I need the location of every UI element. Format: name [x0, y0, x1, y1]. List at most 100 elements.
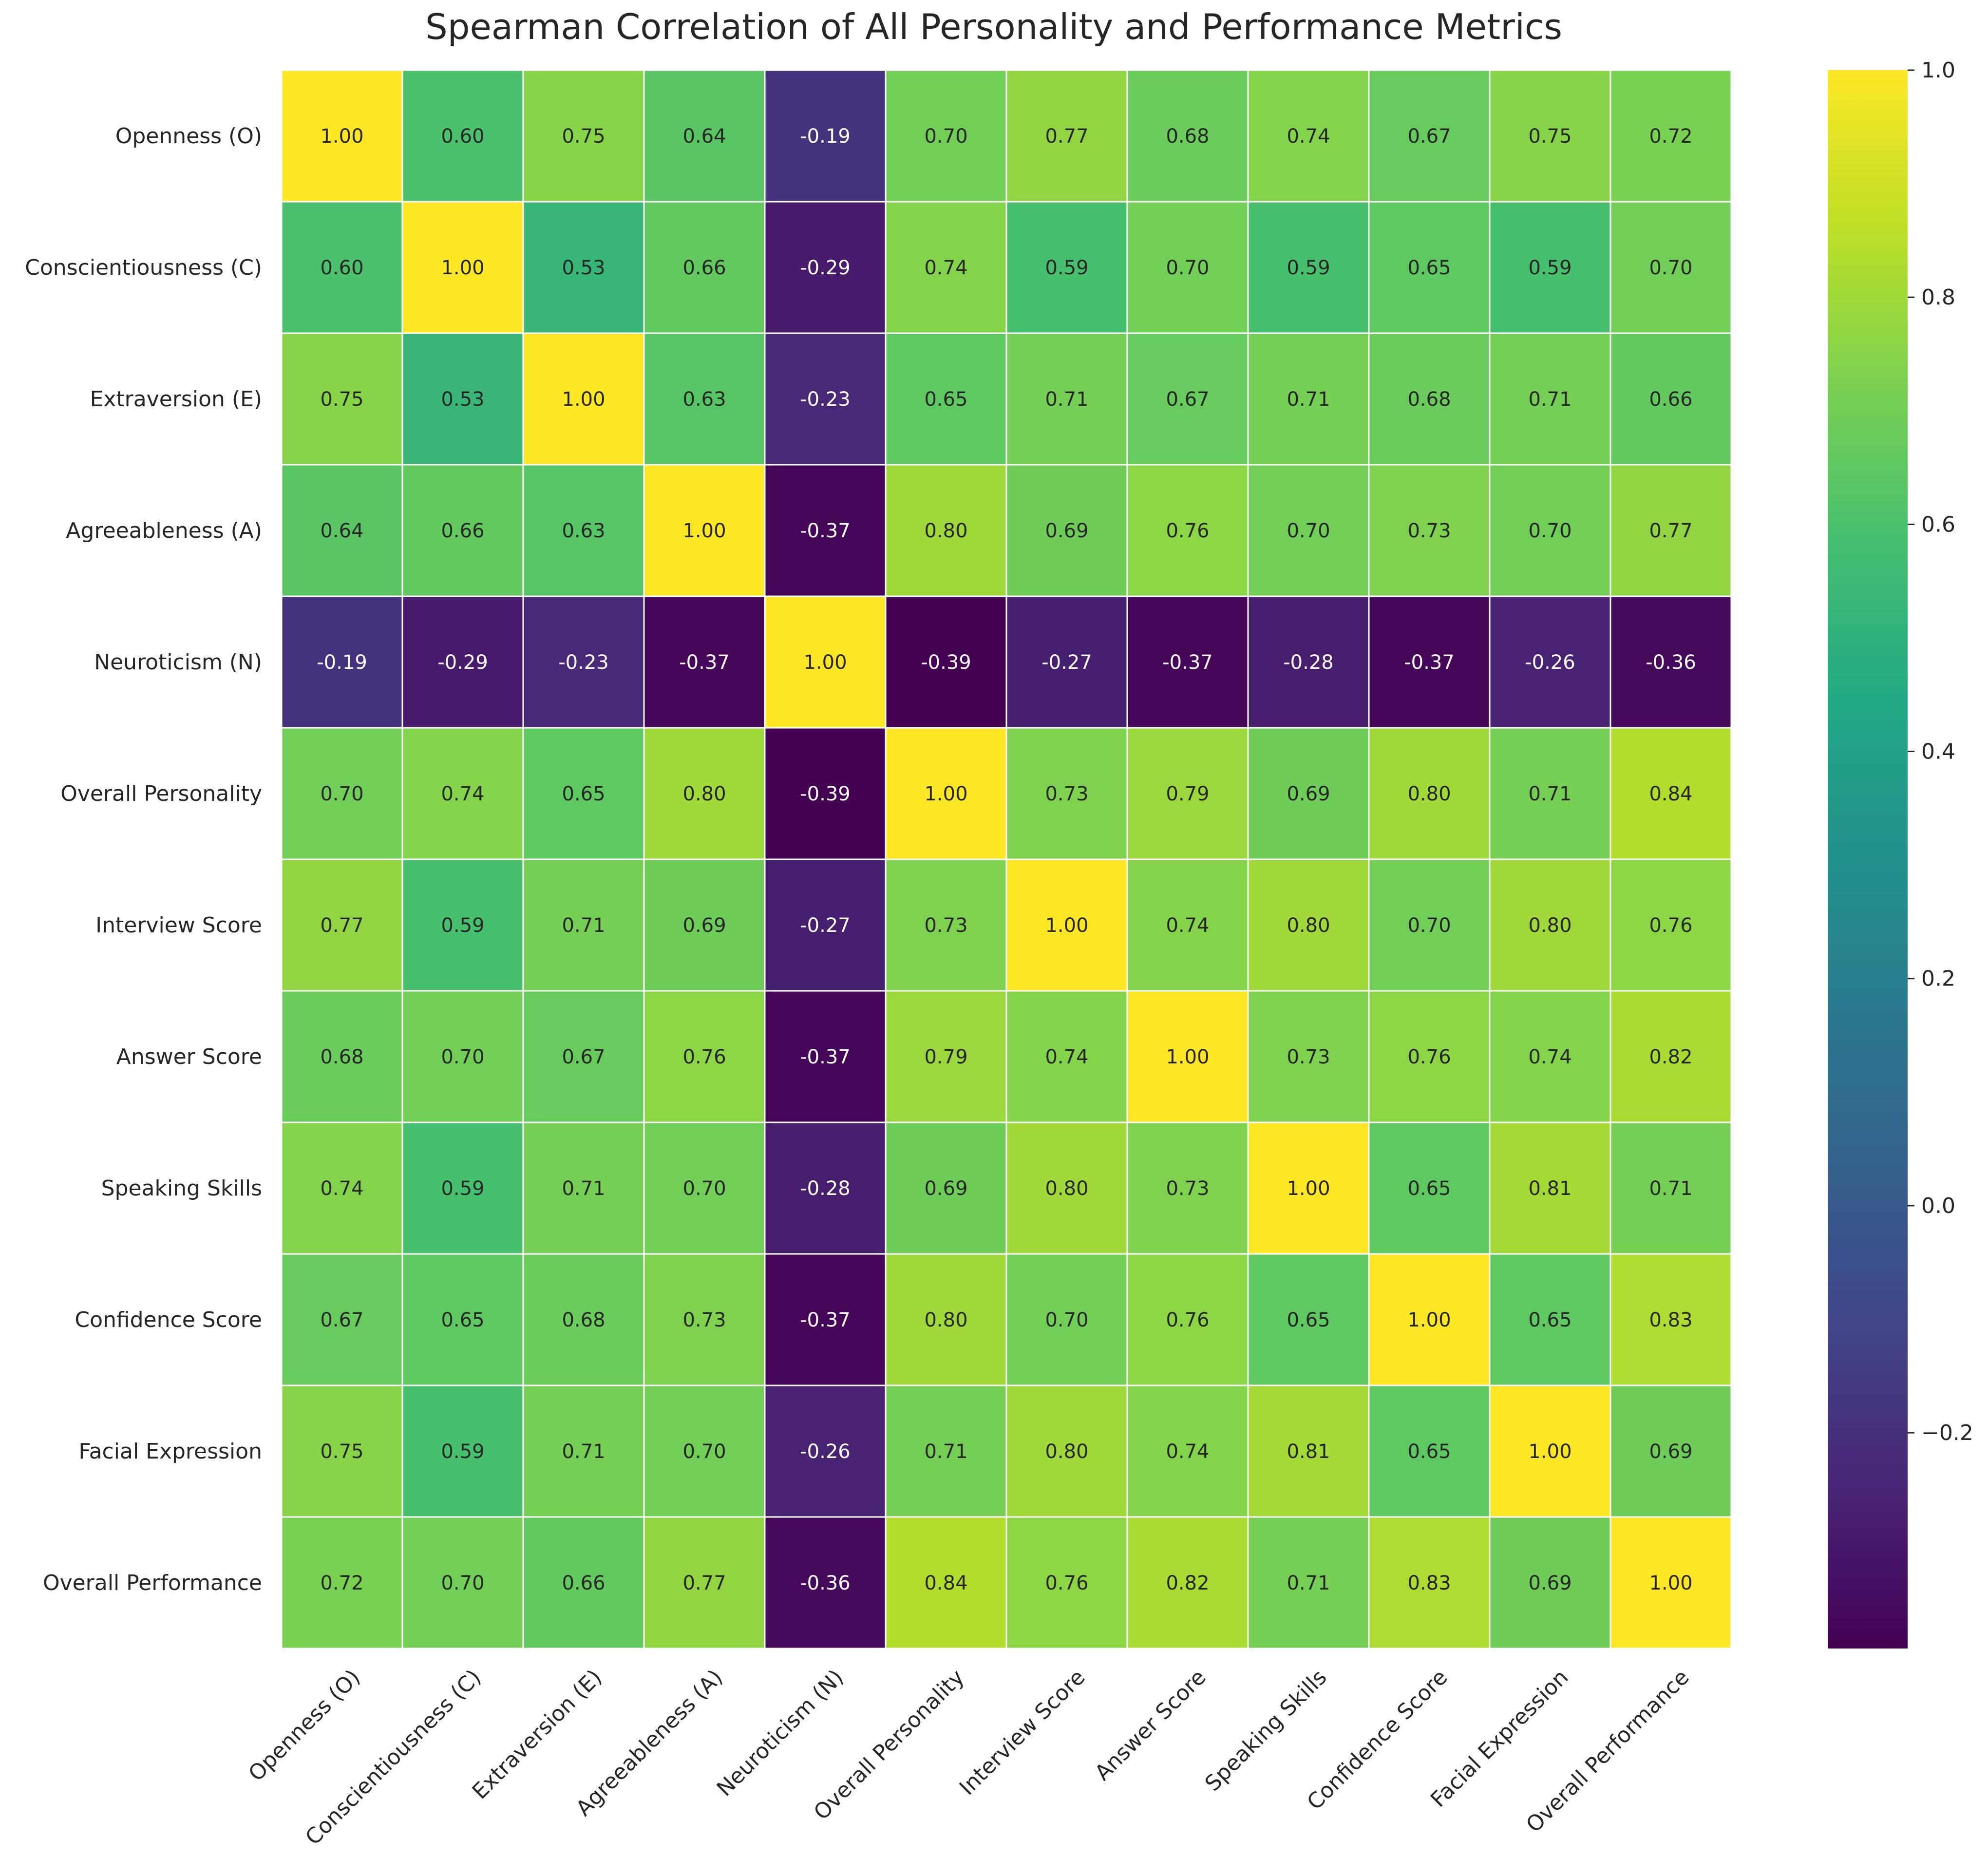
cell-value-label: -0.27 [1041, 651, 1092, 674]
cell-value-label: 0.65 [441, 1309, 484, 1331]
cell-value-label: 0.71 [1528, 783, 1571, 805]
cell-value-label: 0.80 [1045, 1177, 1088, 1200]
cell-value-label: 0.71 [1649, 1177, 1692, 1200]
cell-value-label: -0.23 [800, 388, 851, 411]
cell-value-label: 0.59 [441, 914, 484, 937]
cell-value-label: 0.65 [562, 783, 605, 805]
heatmap-cell [885, 1516, 1007, 1649]
heatmap-cell [885, 1253, 1007, 1386]
cell-value-label: 0.71 [562, 1440, 605, 1463]
heatmap-cell [522, 990, 645, 1123]
heatmap-cell [1489, 1121, 1611, 1255]
heatmap-cell [643, 1253, 766, 1386]
heatmap-cell [522, 727, 645, 860]
heatmap-cell [643, 858, 766, 992]
heatmap-cell [885, 595, 1007, 729]
heatmap-cell [764, 1516, 887, 1649]
cell-value-label: 0.65 [1528, 1309, 1571, 1331]
heatmap-cell [1005, 595, 1128, 729]
cell-value-label: 0.76 [1407, 1046, 1451, 1068]
heatmap-cell [1609, 69, 1732, 203]
heatmap-cell [1005, 69, 1128, 203]
heatmap-cell [522, 1516, 645, 1649]
cell-value-label: 0.59 [441, 1440, 484, 1463]
heatmap-cell [1005, 201, 1128, 334]
cell-value-label: -0.28 [800, 1177, 851, 1200]
cell-value-label: 0.67 [320, 1309, 363, 1331]
cell-value-label: 1.00 [320, 125, 363, 148]
cell-value-label: 0.74 [1166, 914, 1209, 937]
heatmap-cell [1368, 464, 1491, 597]
cell-value-label: 0.59 [1287, 257, 1330, 279]
colorbar-gradient [1828, 70, 1908, 1649]
heatmap-cell [1126, 1384, 1249, 1518]
heatmap-cell [281, 1384, 403, 1518]
heatmap-cell [1609, 595, 1732, 729]
cell-value-label: 0.70 [1649, 257, 1692, 279]
row-label: Neuroticism (N) [94, 650, 262, 675]
heatmap-cell [1609, 990, 1732, 1123]
cell-value-label: 0.68 [1166, 125, 1209, 148]
heatmap-cell [401, 727, 524, 860]
heatmap-cell [885, 201, 1007, 334]
cell-value-label: 0.77 [320, 914, 363, 937]
heatmap-cell [1368, 858, 1491, 992]
cell-value-label: 0.69 [1649, 1440, 1692, 1463]
cell-value-label: 0.80 [924, 1309, 967, 1331]
heatmap-cell [1126, 464, 1249, 597]
cell-value-label: 0.70 [1407, 914, 1451, 937]
heatmap-cell [1247, 1253, 1370, 1386]
colorbar: −0.2 0.0 0.2 0.4 0.6 0.8 1.0 [1828, 58, 1973, 1649]
cell-value-label: 0.60 [320, 257, 363, 279]
heatmap-cell [1609, 1121, 1732, 1255]
cell-value-label: 0.67 [1166, 388, 1209, 411]
row-label: Extraversion (E) [90, 387, 262, 412]
heatmap-cell [885, 464, 1007, 597]
heatmap-cell [1368, 69, 1491, 203]
cell-value-label: 0.67 [562, 1046, 605, 1068]
cell-value-label: 1.00 [1287, 1177, 1330, 1200]
heatmap-cell [643, 727, 766, 860]
cell-value-label: 0.69 [1045, 520, 1088, 542]
cell-value-label: 0.71 [1528, 388, 1571, 411]
heatmap-cell [522, 1121, 645, 1255]
colorbar-tick-label: 0.8 [1921, 285, 1955, 310]
cell-value-label: 1.00 [441, 257, 484, 279]
cell-value-label: 0.72 [1649, 125, 1692, 148]
cell-value-label: 0.65 [924, 388, 967, 411]
cell-value-label: 0.73 [1166, 1177, 1209, 1200]
colorbar-tick-label: 0.2 [1921, 966, 1955, 991]
cell-value-label: 1.00 [803, 651, 847, 674]
cell-value-label: 0.74 [1045, 1046, 1088, 1068]
cell-value-label: 0.59 [1045, 257, 1088, 279]
cell-value-label: 0.75 [320, 388, 363, 411]
heatmap-cell [401, 464, 524, 597]
cell-value-label: 0.70 [320, 783, 363, 805]
heatmap-cell [764, 1384, 887, 1518]
cell-value-label: -0.29 [800, 257, 851, 279]
heatmap-cell [1247, 858, 1370, 992]
row-label: Overall Performance [43, 1571, 262, 1595]
row-label: Interview Score [95, 913, 262, 938]
heatmap-cell [281, 1253, 403, 1386]
cell-value-label: 0.80 [682, 783, 726, 805]
heatmap-cell [764, 464, 887, 597]
cell-value-label: 0.79 [1166, 783, 1209, 805]
cell-value-label: 0.74 [441, 783, 484, 805]
heatmap-cell [1126, 69, 1249, 203]
heatmap-cell [522, 69, 645, 203]
heatmap-cell [1489, 1516, 1611, 1649]
heatmap-cell [885, 858, 1007, 992]
cell-value-label: 0.66 [441, 520, 484, 542]
heatmap-cell [522, 595, 645, 729]
heatmap-cell [1489, 201, 1611, 334]
cell-value-label: 0.53 [562, 257, 605, 279]
cell-value-label: -0.27 [800, 914, 851, 937]
row-label: Answer Score [116, 1044, 262, 1069]
heatmap-cell [1489, 464, 1611, 597]
heatmap-cell [522, 1253, 645, 1386]
heatmap-cell [764, 332, 887, 466]
heatmap-cell [1609, 464, 1732, 597]
cell-value-label: 0.77 [1045, 125, 1088, 148]
cell-value-label: 0.76 [682, 1046, 726, 1068]
